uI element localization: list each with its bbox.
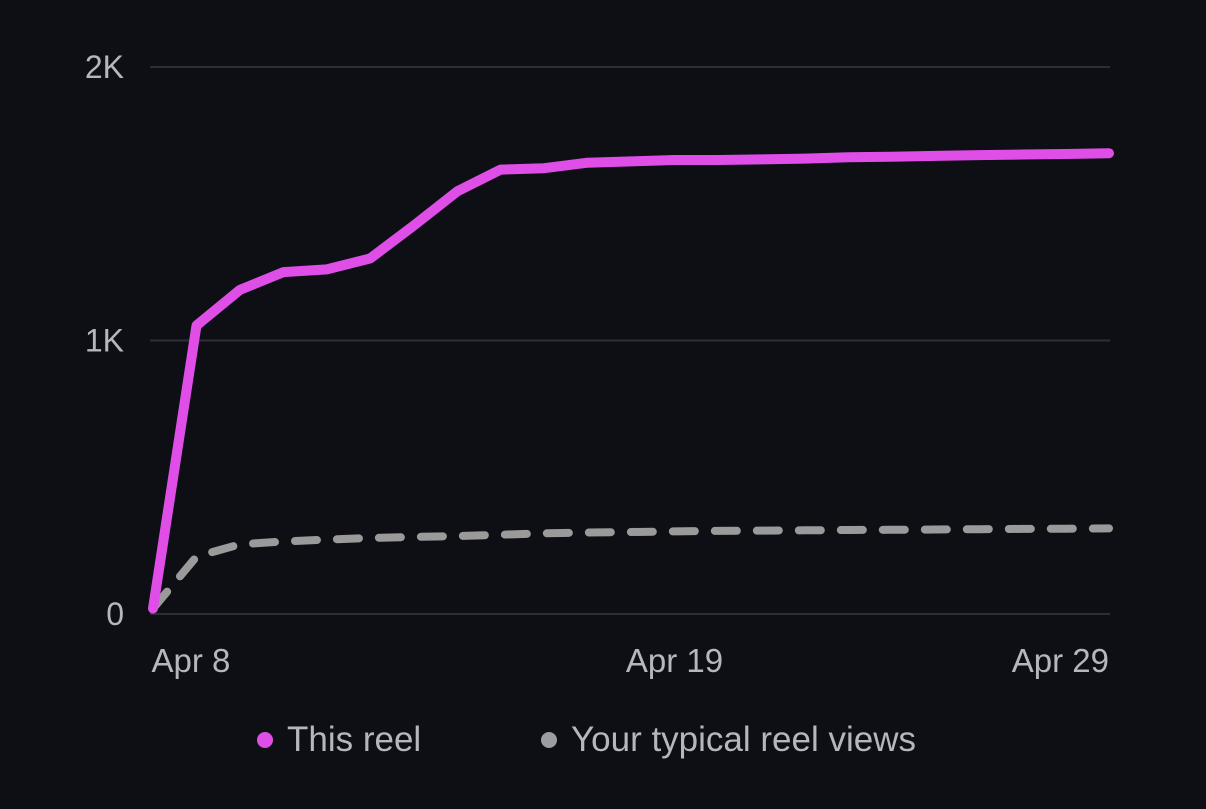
y-tick-label: 1K xyxy=(85,323,124,359)
x-tick-label: Apr 8 xyxy=(151,642,230,679)
legend-dot-icon xyxy=(257,732,273,748)
legend: This reel Your typical reel views xyxy=(0,715,1206,765)
series-lines xyxy=(148,148,1114,614)
legend-item-typical-reel-views: Your typical reel views xyxy=(541,715,916,765)
y-tick-label: 0 xyxy=(106,596,124,632)
x-tick-label: Apr 29 xyxy=(1012,642,1109,679)
legend-dot-icon xyxy=(541,732,557,748)
y-axis-ticks: 0 1K 2K xyxy=(85,49,124,632)
legend-label: This reel xyxy=(287,720,422,759)
series-line-this-reel xyxy=(148,148,1114,614)
chart-plot: 0 1K 2K Apr 8 Apr 19 Apr 29 xyxy=(85,49,1114,679)
legend-label: Your typical reel views xyxy=(571,720,916,759)
y-tick-label: 2K xyxy=(85,49,124,85)
x-axis-ticks: Apr 8 Apr 19 Apr 29 xyxy=(151,642,1109,679)
legend-item-this-reel: This reel xyxy=(257,715,421,765)
grid-lines xyxy=(150,66,1110,615)
x-tick-label: Apr 19 xyxy=(626,642,723,679)
series-line-typical-reel-views xyxy=(149,524,1113,613)
